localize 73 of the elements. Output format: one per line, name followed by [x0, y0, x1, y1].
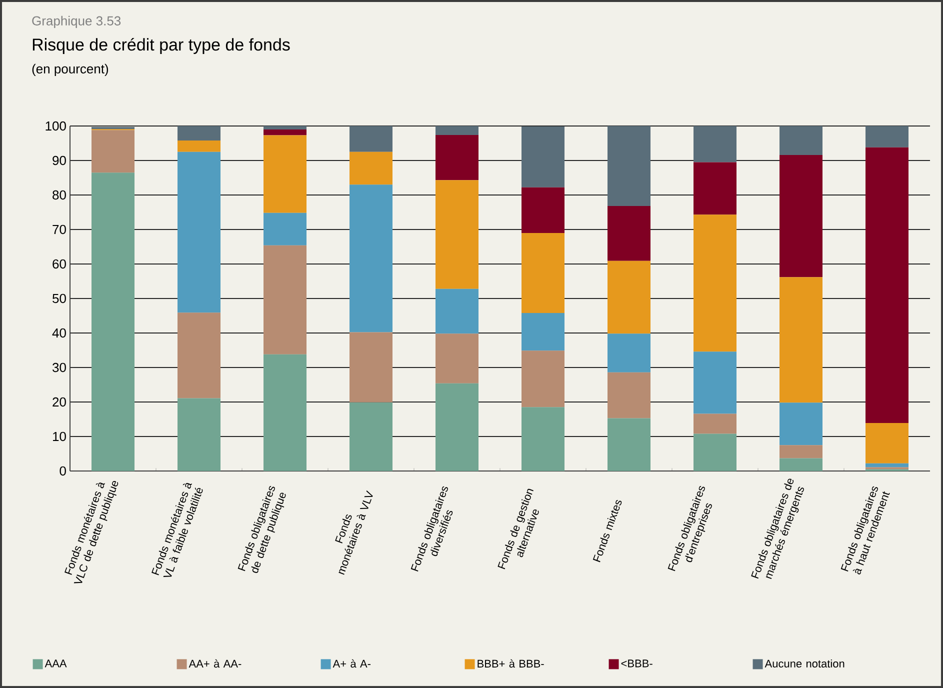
legend-label: A+ à A-: [332, 659, 370, 668]
y-tick-label: 70: [52, 224, 66, 234]
bar: [436, 180, 479, 289]
text: Graphique 3.53: [32, 16, 121, 28]
bar: [866, 147, 908, 424]
bar: [780, 126, 822, 155]
bar: [522, 407, 565, 471]
legend-label: AAA: [44, 660, 67, 668]
bar: [436, 334, 479, 384]
bar: [350, 152, 393, 185]
bar: [92, 130, 135, 173]
y-tick-label: 40: [52, 328, 66, 338]
bar: [178, 126, 221, 140]
y-tick-label: 90: [52, 156, 66, 166]
bar: [522, 187, 565, 233]
y-tick-label: 20: [52, 397, 66, 407]
bar: [264, 212, 307, 246]
bar: [350, 184, 393, 332]
bar: [178, 398, 221, 471]
bar: [608, 126, 651, 206]
y-tick-label: 80: [52, 190, 66, 200]
bar: [780, 277, 822, 403]
x-tick-label: Fonds mixtes: [592, 500, 622, 562]
bar: [264, 129, 307, 136]
bar: [694, 126, 736, 162]
bar: [608, 260, 651, 334]
bar: [694, 434, 736, 471]
bar: [350, 402, 393, 471]
bar: [436, 383, 479, 471]
bar: [780, 445, 822, 458]
legend-label: <BBB-: [621, 660, 652, 668]
bar: [866, 126, 908, 148]
bar: [436, 126, 479, 135]
bar: [608, 334, 651, 372]
bar: [436, 288, 479, 334]
bar: [780, 402, 822, 446]
y-tick-label: 10: [53, 432, 66, 442]
bar: [178, 152, 221, 313]
bar: [522, 312, 565, 351]
bar: [694, 414, 736, 434]
legend-label: Aucune notation: [764, 659, 844, 668]
bar: [780, 458, 822, 471]
bar: [436, 134, 479, 180]
y-tick-label: 100: [46, 121, 66, 131]
y-tick-label: 0: [60, 466, 66, 476]
bar: [350, 126, 393, 152]
bar: [608, 372, 651, 418]
bar: [264, 135, 307, 213]
bar: [522, 232, 565, 313]
bar: [264, 126, 307, 130]
chart-title: Risque de crédit par type de fonds: [32, 38, 290, 54]
legend-label: BBB+ à BBB-: [478, 659, 544, 668]
bar: [350, 332, 393, 402]
bar: [866, 423, 908, 464]
bar: [780, 154, 822, 278]
bar: [92, 172, 135, 471]
bar: [608, 206, 651, 261]
bar: [264, 245, 307, 354]
bar: [522, 350, 565, 408]
y-tick-label: 30: [52, 362, 66, 372]
y-tick-label: 60: [52, 259, 66, 269]
chart-subtitle: (en pourcent): [32, 64, 108, 76]
bar: [866, 463, 908, 468]
bar: [522, 126, 565, 188]
bar: [694, 214, 736, 352]
bar: [608, 418, 651, 471]
bar: [178, 312, 221, 398]
bar: [264, 354, 307, 471]
y-tick-label: 50: [52, 294, 66, 304]
bar: [694, 352, 736, 414]
bar: [694, 162, 736, 215]
bar: [178, 140, 221, 152]
legend-label: AA+ à AA-: [188, 659, 242, 668]
